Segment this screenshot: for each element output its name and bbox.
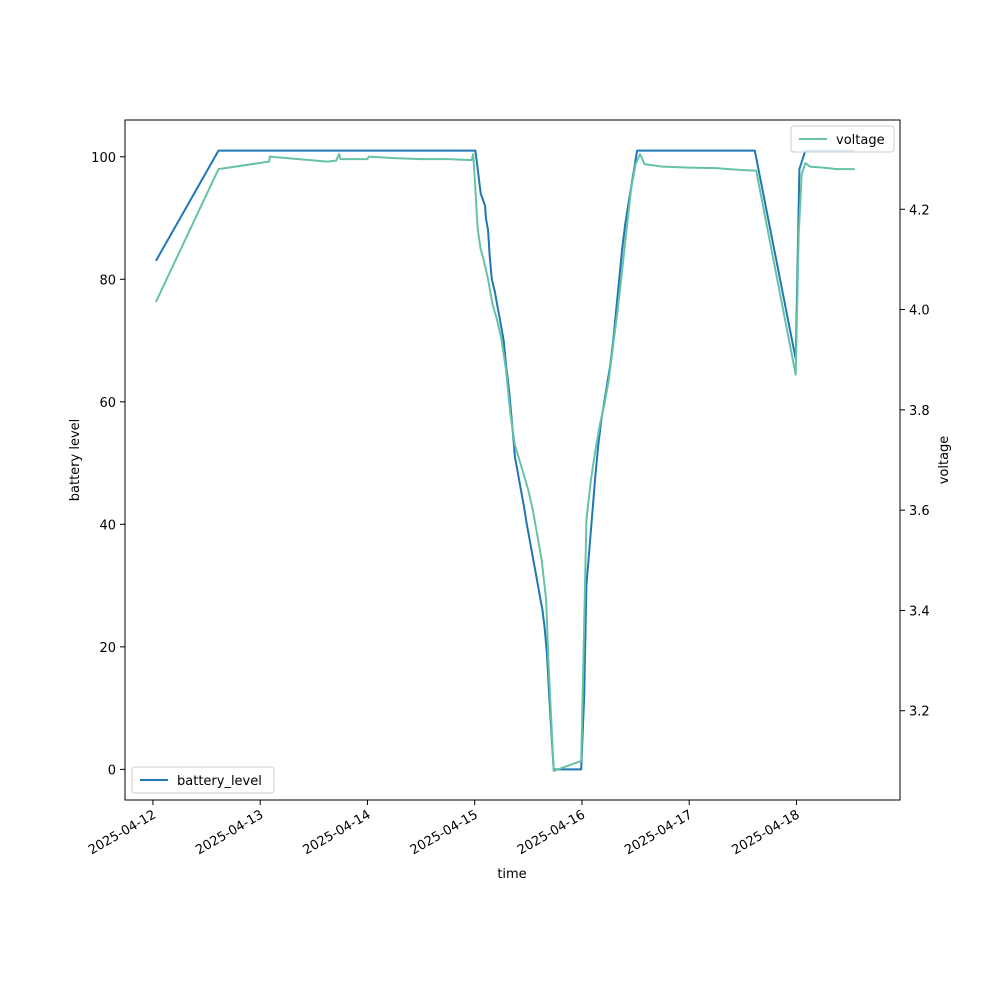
y-tick-label: 40 <box>99 518 116 533</box>
x-axis-label: time <box>497 867 526 882</box>
legend-battery-level-label: battery_level <box>177 774 262 789</box>
y-tick-label: 0 <box>108 763 116 778</box>
legend-battery-level-frame <box>131 766 275 794</box>
y-tick-label: 80 <box>99 273 116 288</box>
y2-tick-label: 3.8 <box>909 404 930 419</box>
y2-tick-label: 4.2 <box>909 203 930 218</box>
legend-voltage-label: voltage <box>836 133 885 148</box>
y2-tick-label: 4.0 <box>909 304 930 319</box>
legend-voltage-frame <box>790 125 895 153</box>
y-axis-ticks: 0 20 40 60 80 100 <box>91 151 125 778</box>
y2-tick-label: 3.2 <box>909 705 930 720</box>
plot-area-frame <box>124 119 901 801</box>
series-line-voltage <box>154 153 855 772</box>
y-tick-label: 60 <box>99 396 116 411</box>
y2-tick-label: 3.6 <box>909 504 930 519</box>
series-layer <box>154 149 855 772</box>
legend-voltage: voltage <box>790 125 895 153</box>
y-tick-label: 20 <box>99 641 116 656</box>
y2-axis-ticks: 3.2 3.4 3.6 3.8 4.0 4.2 <box>900 203 930 720</box>
y2-axis-label: voltage <box>937 436 952 485</box>
legend-battery-level: battery_level <box>131 766 275 794</box>
y2-tick-label: 3.4 <box>909 604 930 619</box>
y-axis-label: battery level <box>68 419 83 502</box>
y-tick-label: 100 <box>91 151 116 166</box>
series-line-battery-level <box>155 149 855 771</box>
